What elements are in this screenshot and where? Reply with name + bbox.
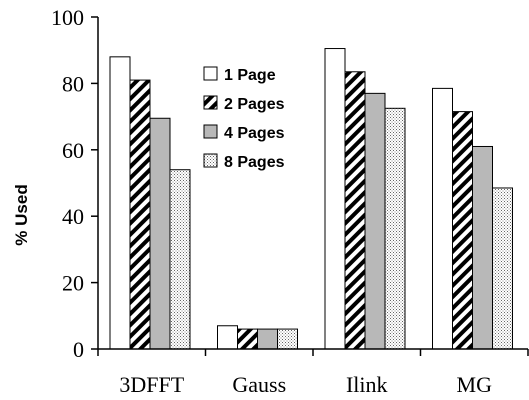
legend-label: 1 Page xyxy=(224,67,276,84)
x-tick-label: 3DFFT xyxy=(119,372,184,397)
legend-swatch xyxy=(203,153,218,168)
axes xyxy=(97,17,529,356)
y-tick-label: 100 xyxy=(51,5,84,30)
x-axis-labels: 3DFFT Gauss Ilink MG xyxy=(119,372,492,397)
y-tick-label: 20 xyxy=(62,271,84,296)
legend: 1 Page 2 Pages 4 Pages 8 Pages xyxy=(203,66,285,171)
y-tick-label: 80 xyxy=(62,71,84,96)
legend-swatch xyxy=(203,95,218,110)
bar-3dfft-2-pages xyxy=(129,79,151,350)
bar-mg-8-pages xyxy=(492,187,513,350)
x-tick-label: MG xyxy=(457,372,493,397)
x-tick-label: Ilink xyxy=(346,372,388,397)
bar-mg-1-page xyxy=(432,87,453,350)
bar-ilink-8-pages xyxy=(384,107,406,350)
bar-3dfft-4-pages xyxy=(149,117,171,350)
y-axis-ticks: 0 20 40 60 80 100 xyxy=(51,5,98,362)
bar-3dfft-8-pages xyxy=(169,169,191,350)
legend-swatch xyxy=(203,66,218,81)
legend-label: 2 Pages xyxy=(224,96,285,113)
bar-3dfft-1-page xyxy=(109,56,131,350)
bar-mg-4-pages xyxy=(472,145,493,350)
legend-label: 4 Pages xyxy=(224,125,285,142)
bars xyxy=(109,48,513,350)
bar-ilink-4-pages xyxy=(364,92,386,350)
bar-gauss-4-pages xyxy=(257,328,278,350)
bar-gauss-2-pages xyxy=(237,328,258,350)
bar-gauss-8-pages xyxy=(277,328,298,350)
legend-label: 8 Pages xyxy=(224,154,285,171)
bar-mg-2-pages xyxy=(452,111,473,350)
bar-ilink-2-pages xyxy=(344,71,366,350)
y-tick-label: 60 xyxy=(62,138,84,163)
bar-gauss-1-page xyxy=(217,325,238,350)
x-tick-label: Gauss xyxy=(232,372,286,397)
legend-swatch xyxy=(203,124,218,139)
y-tick-label: 0 xyxy=(73,337,84,362)
y-tick-label: 40 xyxy=(62,204,84,229)
y-axis-label: % Used xyxy=(12,184,31,245)
bar-ilink-1-page xyxy=(324,48,346,350)
